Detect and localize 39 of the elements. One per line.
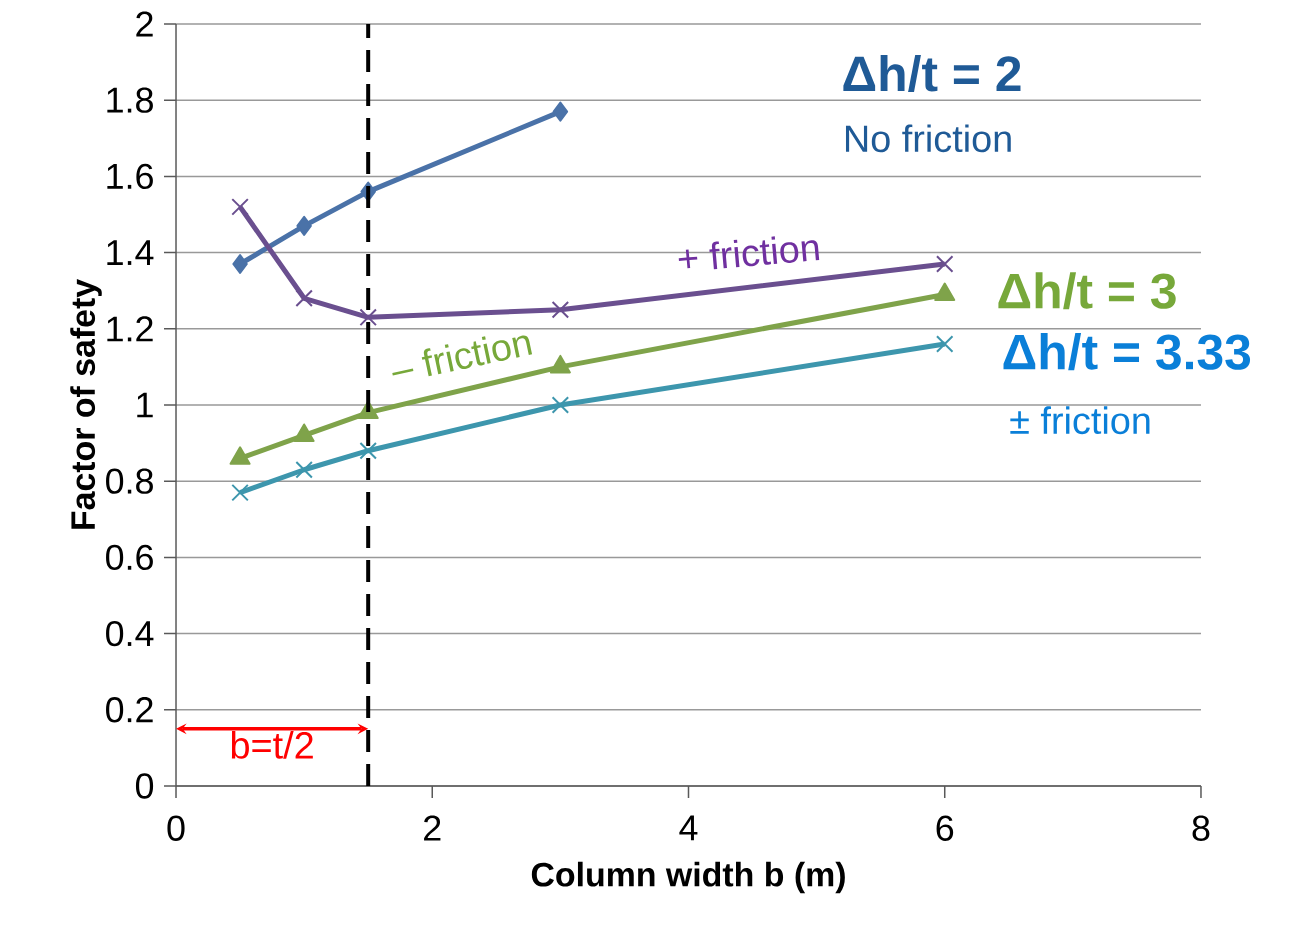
point: [552, 101, 569, 122]
point: [935, 335, 954, 353]
y-tick-label: 1.4: [107, 240, 154, 265]
x-tick-label: 6: [936, 815, 954, 841]
y-axis-title: Factor of safety: [70, 279, 102, 529]
point: [295, 460, 313, 479]
point: [935, 255, 954, 273]
annotation: ± friction: [1010, 406, 1150, 435]
y-tick-label: 1: [137, 392, 153, 418]
y-tick-label: 2: [136, 11, 153, 37]
y-tick-label: 1.6: [107, 163, 153, 190]
point: [551, 396, 570, 414]
x-tick-label: 4: [679, 815, 698, 841]
annotation: Δh/t = 3: [998, 272, 1176, 310]
annotation: Δh/t = 3.33: [1003, 333, 1251, 371]
y-tick-label: 0.2: [106, 697, 153, 723]
point: [231, 198, 249, 216]
y-tick-label: 1.8: [107, 87, 153, 113]
point: [296, 215, 312, 236]
annotation: + friction: [678, 236, 820, 270]
annotation: – friction: [392, 335, 533, 377]
point: [359, 308, 377, 327]
point: [359, 441, 377, 460]
point: [551, 300, 570, 319]
annotation: Δh/t = 2: [843, 54, 1021, 93]
x-tick-label: 2: [424, 815, 441, 841]
x-tick-label: 0: [167, 815, 185, 841]
annotation: b=t/2: [231, 731, 313, 759]
point: [295, 289, 313, 308]
point: [232, 254, 248, 275]
x-tick-label: 8: [1192, 815, 1210, 841]
y-tick-label: 0.4: [106, 620, 154, 647]
y-tick-label: 0: [135, 773, 154, 799]
y-tick-label: 0.6: [106, 544, 153, 571]
y-tick-label: 0.8: [106, 468, 153, 494]
annotation: No friction: [845, 124, 1011, 153]
point: [231, 483, 249, 502]
x-axis-title: Column width b (m): [531, 861, 845, 894]
y-tick-label: 1.2: [107, 316, 153, 342]
